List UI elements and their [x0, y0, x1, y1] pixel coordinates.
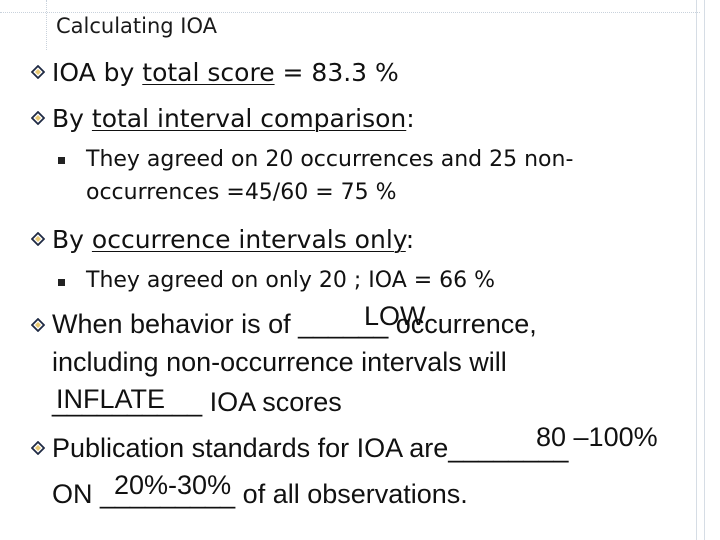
slide-title: Calculating IOA	[56, 14, 218, 38]
square-bullet-icon	[58, 279, 65, 286]
diamond-bullet-icon	[31, 111, 45, 125]
sub-bullet-occurrence-only: They agreed on only 20 ; IOA = 66 %	[86, 268, 496, 293]
bullet-ioa-total-score: IOA by total score = 83.3 %	[52, 58, 399, 87]
diamond-bullet-icon	[31, 441, 45, 455]
frame-guide-right	[696, 0, 697, 540]
answer-inflate: INFLATE	[56, 384, 166, 414]
bullet-behavior-line3: __________ IOA scores	[52, 387, 342, 417]
bullet-occurrence-intervals: By occurrence intervals only:	[52, 225, 415, 254]
bullet-publication-line2: ON _________ of all observations.	[52, 479, 468, 509]
answer-80-100-percent: 80 –100%	[536, 422, 658, 452]
answer-low: LOW	[364, 301, 426, 331]
bullet-behavior-line1: When behavior is of ______ occurrence,	[52, 309, 537, 339]
bullet-behavior-line2: including non-occurrence intervals will	[52, 347, 507, 377]
bullet-total-interval: By total interval comparison:	[52, 104, 415, 133]
diamond-bullet-icon	[31, 65, 45, 79]
frame-guide-right-outer	[704, 0, 705, 540]
square-bullet-icon	[58, 157, 65, 164]
sub-bullet-total-interval-line2: occurrences =45/60 = 75 %	[86, 180, 397, 205]
frame-guide-top	[0, 12, 700, 13]
bullet-publication-line1: Publication standards for IOA are_______…	[52, 433, 569, 463]
diamond-bullet-icon	[31, 318, 45, 332]
sub-bullet-total-interval-line1: They agreed on 20 occurrences and 25 non…	[86, 147, 574, 172]
diamond-bullet-icon	[31, 232, 45, 246]
answer-20-30-percent: 20%-30%	[114, 470, 232, 500]
frame-guide-left	[46, 0, 47, 50]
